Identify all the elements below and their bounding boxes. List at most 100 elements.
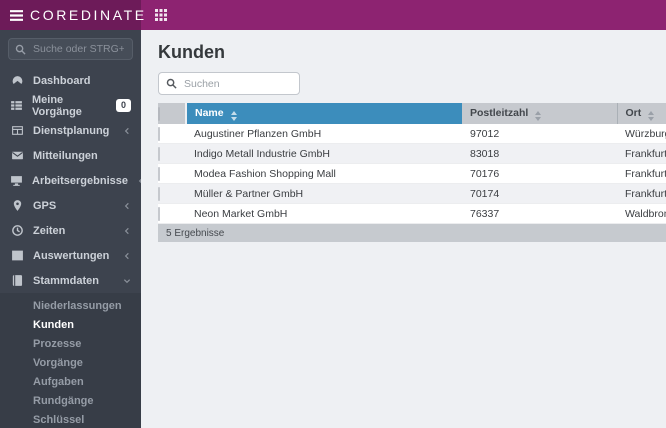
cell-postleitzahl: 70176: [462, 163, 617, 184]
sidebar-item-label: Dienstplanung: [33, 124, 110, 137]
sidebar-item-label: Stammdaten: [33, 274, 100, 287]
sidebar-menu: Dashboard Meine Vorgänge 0 Dienstplanung: [0, 68, 141, 428]
cell-ort: Frankfurt a: [617, 183, 666, 204]
sidebar-item-label: Mitteilungen: [33, 149, 98, 162]
sidebar-subitem-kunden[interactable]: Kunden: [33, 318, 74, 331]
sidebar-item-zeiten[interactable]: Zeiten: [0, 218, 141, 243]
row-checkbox[interactable]: [158, 166, 160, 181]
cell-postleitzahl: 97012: [462, 124, 617, 144]
sort-icon[interactable]: [230, 110, 237, 121]
map-marker-icon: [10, 199, 24, 212]
chevron-left-icon: [123, 252, 131, 260]
cell-ort: Waldbronn: [617, 203, 666, 224]
row-select-cell: [158, 203, 186, 224]
chart-icon: [10, 249, 24, 262]
chevron-left-icon: [123, 227, 131, 235]
table-row[interactable]: Neon Market GmbH 76337 Waldbronn: [158, 203, 666, 224]
sidebar-search: [8, 38, 133, 60]
count-badge: 0: [115, 98, 131, 113]
column-header-ort[interactable]: Ort: [616, 103, 666, 124]
table-search: [158, 72, 300, 95]
hamburger-icon: [10, 9, 23, 22]
cell-name: Modea Fashion Shopping Mall: [186, 163, 462, 184]
sidebar-subitem-schluessel[interactable]: Schlüssel: [33, 413, 85, 426]
sidebar-subitem-rundgaenge[interactable]: Rundgänge: [33, 394, 94, 407]
clock-icon: [10, 224, 24, 237]
row-checkbox[interactable]: [158, 206, 160, 221]
chevron-left-icon: [137, 177, 141, 185]
search-icon: [15, 44, 26, 55]
row-select-cell: [158, 143, 186, 164]
sidebar-item-stammdaten[interactable]: Stammdaten: [0, 268, 141, 293]
sidebar-item-meine-vorgaenge[interactable]: Meine Vorgänge 0: [0, 93, 141, 118]
cell-postleitzahl: 76337: [462, 203, 617, 224]
chevron-left-icon: [123, 127, 131, 135]
topbar: COREDINATE: [0, 0, 666, 30]
results-count: 5 Ergebnisse: [158, 224, 666, 242]
sidebar-search-input[interactable]: [31, 42, 126, 56]
sidebar-item-auswertungen[interactable]: Auswertungen: [0, 243, 141, 268]
sidebar-item-label: Arbeitsergebnisse: [32, 174, 128, 187]
apps-grid-button[interactable]: [155, 0, 167, 30]
envelope-icon: [10, 149, 24, 162]
cell-name: Indigo Metall Industrie GmbH: [186, 143, 462, 164]
chevron-left-icon: [123, 202, 131, 210]
sidebar-item-mitteilungen[interactable]: Mitteilungen: [0, 143, 141, 168]
dashboard-icon: [10, 74, 24, 87]
row-checkbox[interactable]: [158, 126, 160, 141]
table-row[interactable]: Müller & Partner GmbH 70174 Frankfurt a: [158, 183, 666, 204]
stammdaten-submenu: Niederlassungen Kunden Prozesse Vorgänge…: [0, 293, 141, 428]
sort-icon[interactable]: [648, 110, 655, 121]
monitor-icon: [10, 174, 23, 187]
sidebar-item-label: Dashboard: [33, 74, 91, 87]
sidebar-subitem-aufgaben[interactable]: Aufgaben: [33, 375, 84, 388]
sidebar-item-arbeitsergebnisse[interactable]: Arbeitsergebnisse: [0, 168, 141, 193]
sidebar-item-label: Meine Vorgänge: [32, 93, 82, 118]
sidebar: Dashboard Meine Vorgänge 0 Dienstplanung: [0, 30, 141, 428]
row-select-cell: [158, 183, 186, 204]
sidebar-subitem-prozesse[interactable]: Prozesse: [33, 337, 82, 350]
column-header-name[interactable]: Name: [186, 103, 462, 124]
sidebar-item-gps[interactable]: GPS: [0, 193, 141, 218]
row-checkbox[interactable]: [158, 146, 160, 161]
cell-postleitzahl: 83018: [462, 143, 617, 164]
table-row[interactable]: Modea Fashion Shopping Mall 70176 Frankf…: [158, 163, 666, 184]
page-title: Kunden: [158, 42, 225, 62]
customers-table: Name Postleitzahl Ort Augustiner Pflanze…: [158, 103, 666, 242]
table-search-input[interactable]: [182, 76, 292, 91]
column-header-postleitzahl[interactable]: Postleitzahl: [462, 103, 617, 124]
sidebar-item-label: Zeiten: [33, 224, 66, 237]
cell-ort: Frankfurt a: [617, 163, 666, 184]
sidebar-subitem-vorgaenge[interactable]: Vorgänge: [33, 356, 83, 369]
cell-ort: Würzburg: [617, 124, 666, 144]
brand-logo[interactable]: COREDINATE: [0, 0, 144, 30]
brand-name: COREDINATE: [30, 7, 147, 23]
sidebar-item-dienstplanung[interactable]: Dienstplanung: [0, 118, 141, 143]
sort-icon[interactable]: [535, 110, 542, 121]
search-icon: [166, 78, 177, 89]
cell-name: Müller & Partner GmbH: [186, 183, 462, 204]
sidebar-subitem-niederlassungen[interactable]: Niederlassungen: [33, 299, 122, 312]
sidebar-item-dashboard[interactable]: Dashboard: [0, 68, 141, 93]
chevron-down-icon: [123, 277, 131, 285]
table-row[interactable]: Augustiner Pflanzen GmbH 97012 Würzburg: [158, 124, 666, 144]
cell-ort: Frankfurt a: [617, 143, 666, 164]
apps-grid-icon: [155, 9, 167, 21]
table-row[interactable]: Indigo Metall Industrie GmbH 83018 Frank…: [158, 143, 666, 164]
book-icon: [10, 274, 24, 287]
schedule-table-icon: [10, 124, 24, 137]
table-header-row: Name Postleitzahl Ort: [158, 103, 666, 124]
select-all-cell: [158, 103, 187, 124]
select-all-checkbox[interactable]: [158, 106, 160, 121]
row-select-cell: [158, 124, 186, 144]
sidebar-item-label: GPS: [33, 199, 57, 212]
row-checkbox[interactable]: [158, 186, 160, 201]
cell-postleitzahl: 70174: [462, 183, 617, 204]
main-content: Kunden Name: [141, 30, 666, 428]
tasks-list-icon: [10, 99, 23, 112]
cell-name: Neon Market GmbH: [186, 203, 462, 224]
cell-name: Augustiner Pflanzen GmbH: [186, 124, 462, 144]
row-select-cell: [158, 163, 186, 184]
sidebar-item-label: Auswertungen: [33, 249, 110, 262]
